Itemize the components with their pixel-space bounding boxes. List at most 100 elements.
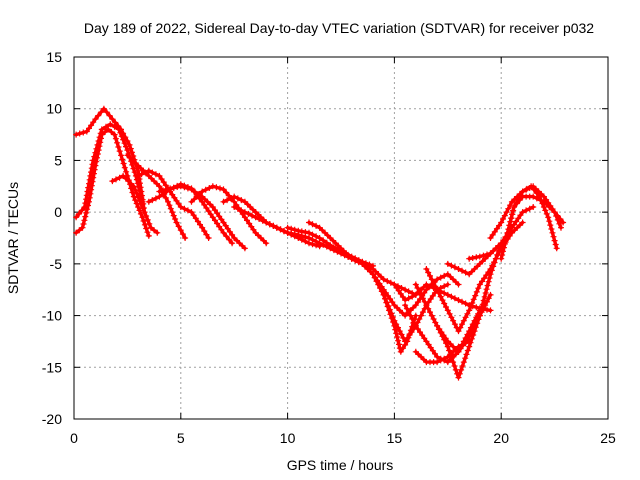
series-track-12	[252, 209, 355, 262]
data-point	[391, 281, 398, 288]
data-point	[427, 272, 433, 279]
data-point	[156, 172, 163, 179]
data-point	[167, 205, 174, 212]
data-point	[507, 202, 514, 209]
data-point	[391, 317, 398, 324]
data-point	[451, 321, 458, 328]
data-point	[503, 233, 510, 240]
data-point	[554, 212, 561, 219]
data-point	[434, 353, 441, 360]
data-point	[538, 197, 545, 204]
y-tick-label: 0	[54, 204, 62, 220]
data-point	[188, 186, 195, 193]
data-point	[144, 216, 151, 223]
data-point	[450, 317, 457, 324]
data-point	[158, 176, 165, 182]
data-point	[109, 116, 116, 123]
data-point	[455, 343, 462, 350]
data-point	[536, 193, 543, 200]
series-track-15	[348, 255, 419, 355]
data-point	[118, 133, 125, 140]
data-point	[470, 296, 477, 303]
data-point	[226, 236, 233, 243]
data-point	[306, 240, 312, 247]
data-point	[397, 290, 404, 297]
data-point	[143, 225, 150, 232]
data-point	[182, 235, 189, 241]
data-point	[539, 200, 546, 207]
data-point	[406, 332, 413, 339]
data-point	[462, 314, 469, 321]
data-point	[380, 276, 387, 283]
data-point	[427, 296, 434, 302]
tick-labels: 0 5 10 15 20 25 -20 -15 -10 -5 0 5 10 15	[42, 49, 616, 446]
data-point	[273, 224, 280, 231]
data-point	[429, 292, 436, 299]
data-point	[80, 221, 87, 227]
data-point	[313, 222, 320, 229]
data-point	[152, 195, 159, 202]
data-point	[80, 129, 87, 136]
data-point	[212, 207, 218, 214]
data-point	[270, 222, 277, 229]
data-point	[385, 303, 392, 309]
data-point	[174, 184, 181, 190]
data-point	[129, 149, 135, 156]
x-tick-label: 20	[493, 430, 509, 446]
data-point	[241, 209, 248, 216]
data-point	[192, 188, 198, 195]
data-point	[145, 232, 152, 239]
data-point	[154, 229, 161, 236]
data-point	[135, 194, 142, 201]
data-point	[355, 259, 362, 266]
data-point	[238, 197, 245, 204]
data-point	[201, 228, 208, 235]
data-point	[492, 255, 499, 262]
data-point	[206, 185, 213, 191]
data-point	[209, 183, 216, 190]
data-point	[170, 212, 177, 219]
data-point	[384, 278, 391, 285]
data-point	[220, 186, 227, 193]
data-point	[95, 112, 102, 119]
data-point	[444, 281, 451, 288]
data-point	[116, 148, 123, 155]
data-point	[399, 294, 406, 300]
data-point	[98, 126, 105, 133]
data-point	[231, 198, 238, 205]
data-point	[94, 141, 101, 148]
data-point	[163, 186, 170, 193]
data-point	[220, 229, 227, 236]
series-line	[414, 339, 471, 364]
data-point	[73, 214, 80, 221]
data-point	[181, 184, 188, 191]
data-point	[395, 337, 402, 344]
data-point	[493, 225, 500, 232]
data-point	[446, 347, 453, 354]
data-point	[387, 296, 394, 302]
data-point	[409, 293, 416, 300]
data-point	[505, 226, 512, 233]
data-point	[309, 231, 316, 238]
data-point	[298, 228, 305, 235]
data-point	[88, 169, 95, 176]
data-point	[139, 214, 146, 221]
data-point	[123, 143, 129, 150]
data-point	[459, 267, 465, 274]
data-point	[231, 193, 238, 200]
data-point	[419, 309, 426, 316]
data-point	[306, 219, 312, 226]
data-point	[437, 357, 444, 364]
data-point	[86, 180, 92, 187]
data-point	[533, 190, 540, 197]
data-point	[97, 130, 104, 137]
data-point	[455, 328, 462, 335]
data-point	[414, 326, 421, 332]
data-point	[385, 292, 391, 299]
data-point	[441, 355, 448, 362]
data-point	[528, 183, 535, 190]
data-point	[395, 287, 402, 294]
data-point	[214, 210, 221, 217]
data-point	[224, 197, 231, 204]
data-point	[469, 255, 476, 261]
